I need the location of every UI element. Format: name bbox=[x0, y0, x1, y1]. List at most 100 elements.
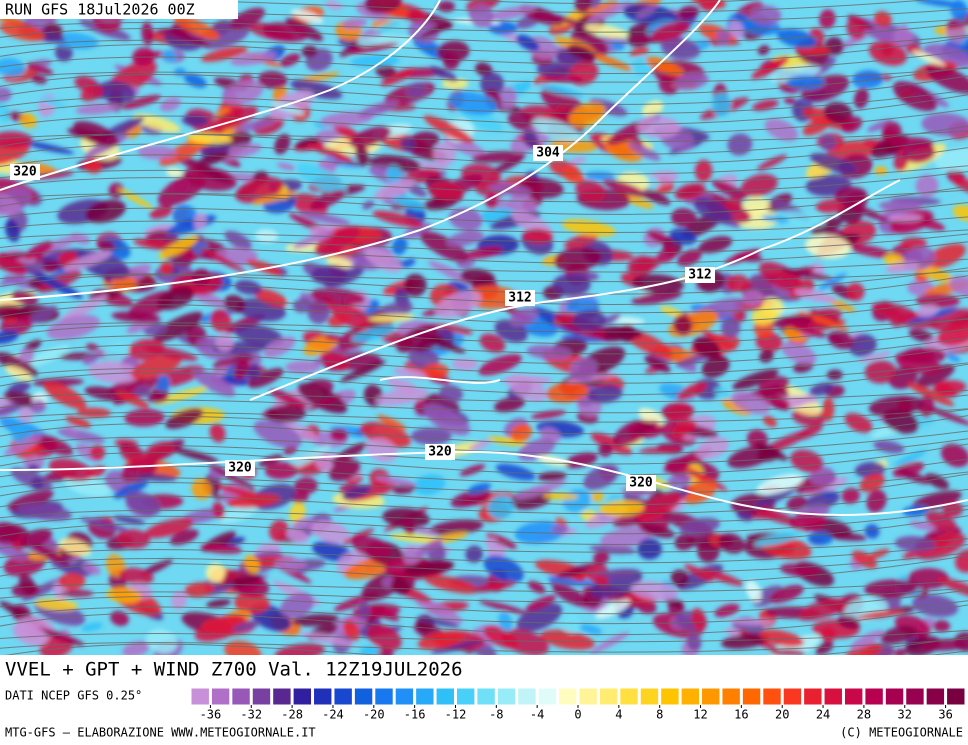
field-blob bbox=[867, 119, 893, 132]
streamline bbox=[0, 75, 968, 105]
field-blob bbox=[307, 300, 330, 324]
colorbar-swatch bbox=[558, 687, 578, 706]
streamline bbox=[0, 275, 968, 305]
field-blob bbox=[212, 501, 225, 520]
field-blob bbox=[422, 363, 450, 379]
field-blob bbox=[542, 492, 579, 500]
field-blob bbox=[342, 528, 375, 545]
field-blob bbox=[116, 528, 150, 549]
streamline bbox=[0, 189, 968, 203]
colorbar-swatch bbox=[292, 687, 313, 706]
streamline bbox=[0, 394, 968, 414]
field-blob bbox=[562, 167, 584, 184]
field-blob bbox=[942, 501, 963, 518]
streamline bbox=[0, 201, 968, 224]
field-blob bbox=[276, 162, 296, 171]
colorbar-swatch bbox=[231, 687, 251, 706]
field-blob bbox=[764, 118, 799, 142]
streamline bbox=[0, 515, 968, 545]
field-blob bbox=[172, 447, 219, 463]
field-blob bbox=[429, 519, 484, 536]
field-blob bbox=[18, 574, 36, 595]
field-blob bbox=[844, 412, 873, 433]
field-blob bbox=[364, 247, 403, 273]
field-blob bbox=[902, 142, 936, 163]
field-blob bbox=[159, 261, 173, 276]
field-blob bbox=[0, 131, 33, 148]
field-blob bbox=[106, 587, 142, 603]
field-blob bbox=[121, 94, 162, 110]
field-blob bbox=[866, 489, 887, 513]
field-blob bbox=[5, 365, 32, 381]
streamline bbox=[0, 589, 968, 615]
field-blob bbox=[721, 398, 752, 416]
field-blob bbox=[757, 45, 770, 56]
field-blob bbox=[375, 63, 397, 79]
field-blob bbox=[86, 343, 99, 351]
field-blob bbox=[848, 334, 877, 357]
field-blob bbox=[137, 145, 177, 160]
field-blob bbox=[468, 439, 492, 451]
field-blob bbox=[307, 143, 353, 162]
field-blob bbox=[364, 0, 402, 14]
field-blob bbox=[263, 336, 296, 358]
streamline bbox=[0, 66, 968, 95]
field-blob bbox=[0, 101, 10, 123]
field-blob bbox=[777, 210, 825, 228]
field-blob bbox=[110, 610, 129, 626]
footer-right: (C) METEOGIORNALE bbox=[840, 726, 963, 740]
streamline bbox=[0, 471, 968, 494]
colorbar-tick-label: -24 bbox=[322, 708, 344, 722]
streamline bbox=[0, 544, 968, 564]
field-blob bbox=[921, 113, 968, 137]
colorbar-swatch bbox=[210, 687, 231, 706]
colorbar-swatch bbox=[353, 687, 374, 706]
field-blob bbox=[0, 401, 27, 417]
field-blob bbox=[850, 629, 884, 650]
field-blob bbox=[475, 62, 493, 77]
map-title: VVEL + GPT + WIND Z700 Val. 12Z19JUL2026 bbox=[5, 659, 463, 681]
field-blob bbox=[234, 324, 284, 348]
field-blob bbox=[297, 163, 347, 195]
streamline bbox=[0, 328, 968, 355]
streamline bbox=[0, 415, 968, 445]
field-blob bbox=[630, 581, 679, 602]
field-blob bbox=[19, 528, 53, 549]
colorbar-swatch bbox=[639, 687, 660, 706]
streamline bbox=[0, 108, 968, 135]
contour-label: 320 bbox=[228, 461, 252, 476]
field-blob bbox=[125, 491, 162, 516]
field-blob bbox=[0, 329, 20, 345]
field-blob bbox=[834, 186, 868, 205]
field-blob bbox=[75, 102, 120, 115]
field-blob bbox=[546, 381, 589, 403]
streamline bbox=[0, 89, 968, 115]
field-blob bbox=[46, 314, 100, 340]
streamline bbox=[0, 241, 968, 264]
colorbar-tick-label: 0 bbox=[574, 708, 581, 722]
streamline bbox=[0, 171, 968, 194]
streamline bbox=[0, 147, 968, 175]
field-blob bbox=[38, 270, 82, 293]
colorbar-swatch bbox=[803, 687, 823, 706]
field-blob bbox=[406, 82, 428, 99]
field-blob bbox=[759, 629, 805, 647]
streamline bbox=[0, 408, 968, 435]
colorbar-tick-label: 4 bbox=[615, 708, 622, 722]
field-blob bbox=[403, 547, 420, 565]
colorbar-swatch bbox=[925, 687, 946, 706]
title-bar bbox=[0, 655, 968, 685]
field-blob bbox=[750, 5, 782, 26]
field-blob bbox=[234, 280, 262, 295]
streamline bbox=[0, 125, 968, 155]
field-blob bbox=[270, 89, 315, 120]
field-blob bbox=[196, 151, 230, 167]
field-blob bbox=[487, 5, 536, 21]
colorbar-swatch bbox=[782, 687, 803, 706]
colorbar-tick-label: -4 bbox=[530, 708, 544, 722]
field-blob bbox=[355, 143, 370, 167]
colorbar-tick-label: 20 bbox=[775, 708, 789, 722]
contour-label-box bbox=[505, 290, 535, 306]
field-blob bbox=[265, 404, 306, 423]
field-blob bbox=[853, 87, 869, 109]
